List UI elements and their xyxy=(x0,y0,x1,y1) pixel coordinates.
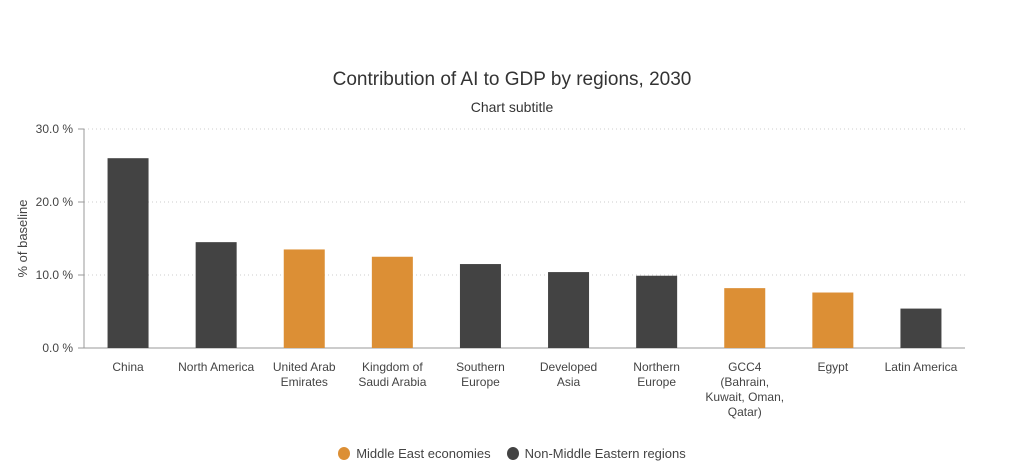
x-tick-label: China xyxy=(112,360,144,374)
legend-swatch xyxy=(338,447,351,460)
y-tick-label: 10.0 % xyxy=(36,268,74,282)
x-tick-label: Latin America xyxy=(885,360,958,374)
legend-label: Middle East economies xyxy=(356,446,491,461)
x-tick-label: Saudi Arabia xyxy=(358,375,426,389)
legend-item-middle-east[interactable]: Middle East economies xyxy=(338,446,491,461)
x-tick-label: Developed xyxy=(540,360,597,374)
bar xyxy=(283,249,325,348)
legend: Middle East economies Non-Middle Eastern… xyxy=(0,446,1024,461)
x-tick-label: Europe xyxy=(637,375,676,389)
bar xyxy=(371,256,413,348)
x-tick-label: North America xyxy=(178,360,254,374)
x-tick-label: Kingdom of xyxy=(362,360,423,374)
legend-label: Non-Middle Eastern regions xyxy=(524,446,686,461)
bar xyxy=(459,264,501,348)
bar xyxy=(107,158,149,348)
y-tick-label: 30.0 % xyxy=(36,122,74,136)
bar xyxy=(548,272,590,348)
x-tick-label: United Arab xyxy=(273,360,336,374)
y-tick-label: 0.0 % xyxy=(42,341,73,355)
legend-item-non-middle-east[interactable]: Non-Middle Eastern regions xyxy=(506,446,686,461)
x-tick-label: Egypt xyxy=(818,360,849,374)
bar xyxy=(812,292,854,348)
x-tick-label: Southern xyxy=(456,360,505,374)
x-tick-label: Northern xyxy=(633,360,680,374)
x-tick-label: Europe xyxy=(461,375,500,389)
x-tick-label: Emirates xyxy=(281,375,328,389)
chart-title: Contribution of AI to GDP by regions, 20… xyxy=(332,69,692,90)
x-tick-label: GCC4 xyxy=(728,360,762,374)
y-axis-label: % of baseline xyxy=(15,199,30,277)
bar xyxy=(900,308,942,348)
x-tick-label: (Bahrain, xyxy=(720,375,769,389)
y-tick-label: 20.0 % xyxy=(36,195,74,209)
bar xyxy=(636,275,678,348)
chart-subtitle: Chart subtitle xyxy=(470,99,554,115)
bar xyxy=(724,288,766,348)
x-tick-label: Kuwait, Oman, xyxy=(705,390,784,404)
legend-swatch xyxy=(506,447,519,460)
x-tick-label: Qatar) xyxy=(728,405,762,419)
bar xyxy=(195,242,237,348)
x-tick-label: Asia xyxy=(557,375,581,389)
